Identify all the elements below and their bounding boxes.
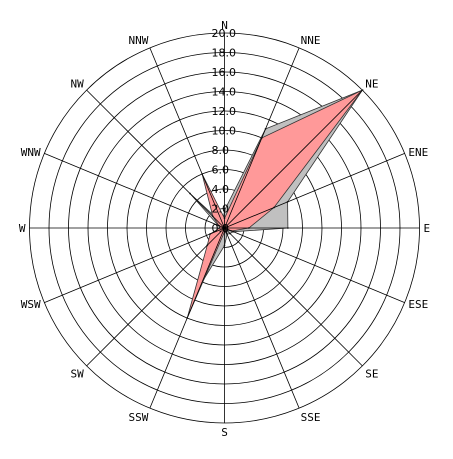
direction-label-NNW: NNW	[128, 34, 148, 47]
spoke-ENE	[224, 153, 405, 229]
direction-label-WSW: WSW	[21, 298, 41, 311]
spoke-WSW	[44, 227, 225, 303]
tick-label: 12.0	[212, 105, 237, 118]
direction-label-W: W	[19, 222, 26, 235]
tick-label: 6.0	[212, 164, 230, 177]
spoke-NW	[86, 89, 225, 229]
spoke-SW	[86, 227, 225, 367]
direction-label-E: E	[424, 222, 431, 235]
direction-label-ENE: ENE	[408, 146, 428, 159]
direction-labels: N NNE NE ENE E ESE SE SSE S SSW SW WSW W WNW NW NNW	[19, 19, 430, 439]
direction-label-SW: SW	[71, 368, 85, 381]
direction-spokes	[29, 33, 420, 423]
tick-label: 10.0	[212, 125, 237, 138]
spoke-ESE	[224, 227, 405, 303]
direction-label-SE: SE	[365, 368, 378, 381]
direction-label-ESE: ESE	[408, 298, 428, 311]
tick-label: 2.0	[212, 203, 230, 216]
tick-label: 4.0	[212, 183, 230, 196]
spoke-NNW	[149, 47, 225, 229]
direction-label-NW: NW	[71, 77, 85, 90]
tick-label: 18.0	[212, 47, 237, 60]
tick-label: 8.0	[212, 144, 230, 157]
spoke-SE	[224, 227, 363, 367]
spoke-NE	[224, 89, 363, 229]
direction-label-SSE: SSE	[301, 411, 321, 424]
direction-label-NNE: NNE	[301, 34, 321, 47]
tick-label: 16.0	[212, 66, 237, 79]
direction-label-WNW: WNW	[21, 146, 41, 159]
direction-label-S: S	[221, 426, 228, 439]
direction-label-NE: NE	[365, 77, 378, 90]
spoke-NNE	[224, 47, 300, 229]
direction-label-SSW: SSW	[128, 411, 148, 424]
tick-label: 0.0	[212, 222, 230, 235]
spoke-SSW	[149, 227, 225, 409]
spoke-SSE	[224, 227, 300, 409]
tick-label: 20.0	[212, 27, 237, 40]
radial-tick-labels: 0.0 2.0 4.0 6.0 8.0 10.0 12.0 14.0 16.0 18.0 20.0	[212, 27, 237, 235]
spoke-WNW	[44, 153, 225, 229]
tick-label: 14.0	[212, 86, 237, 99]
direction-label-N: N	[221, 19, 228, 32]
